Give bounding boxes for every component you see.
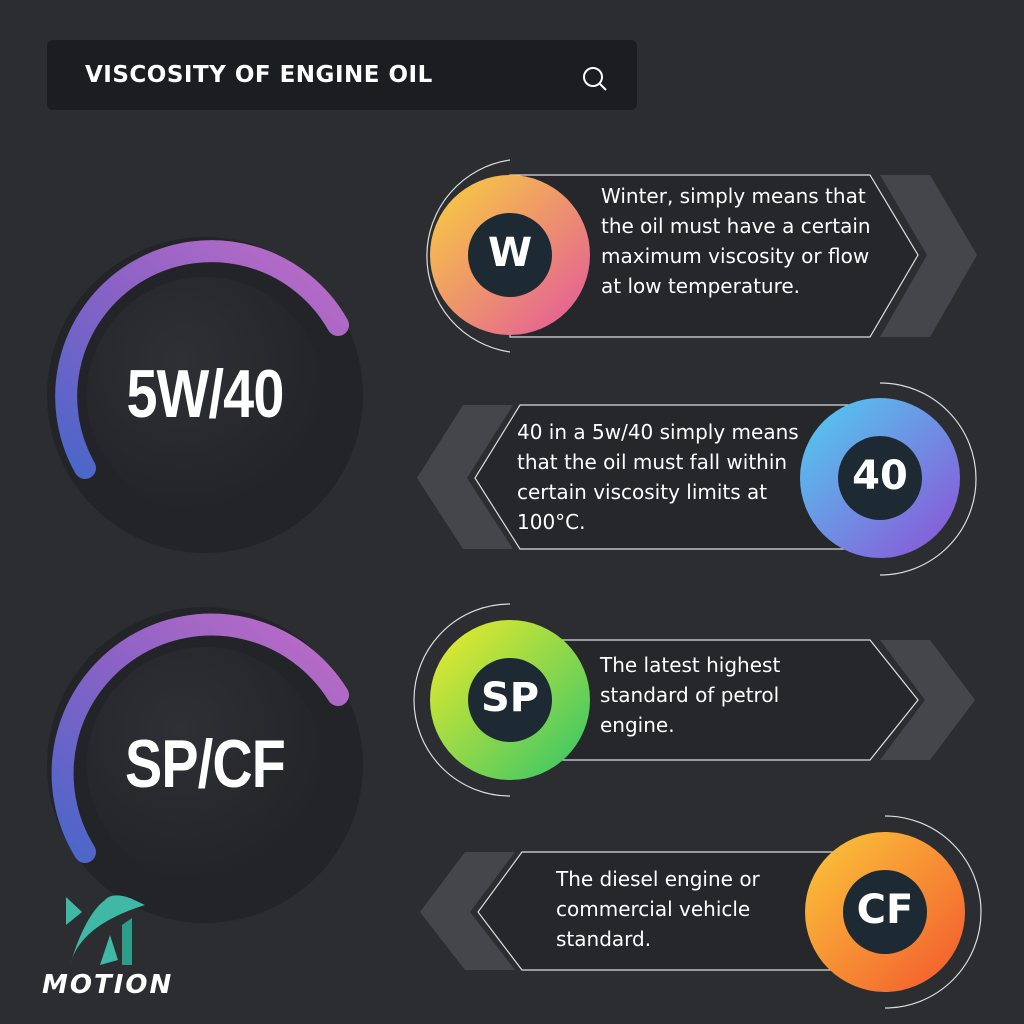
badge-40: 40 — [852, 453, 908, 499]
card-text-40: 40 in a 5w/40 simply means that the oil … — [517, 420, 799, 534]
gauge-spcf — [47, 607, 363, 923]
chevron-right-icon — [880, 175, 977, 337]
gauge-5w40 — [47, 237, 363, 553]
card-text-cf: The diesel engine or commercial vehicle … — [556, 867, 760, 951]
motion-logo — [66, 895, 145, 965]
card-cf — [420, 815, 982, 1009]
brand-name: MOTION — [42, 970, 174, 1000]
gauge-label-spcf: SP/CF — [124, 726, 286, 802]
header-bar[interactable] — [47, 40, 637, 110]
badge-w: W — [487, 230, 533, 276]
gauge-label-5w40: 5W/40 — [126, 356, 284, 432]
card-40 — [417, 382, 977, 576]
card-text-winter: Winter, simply means that the oil must h… — [601, 184, 871, 298]
badge-sp: SP — [480, 675, 540, 721]
page-title: VISCOSITY OF ENGINE OIL — [85, 62, 433, 88]
badge-cf: CF — [856, 887, 914, 933]
chevron-left-icon — [417, 405, 513, 549]
card-sp — [413, 603, 975, 797]
chevron-left-icon — [420, 852, 515, 970]
chevron-right-icon — [880, 640, 975, 760]
card-text-sp: The latest highest standard of petrol en… — [600, 653, 781, 737]
search-icon[interactable] — [583, 67, 607, 91]
card-winter — [426, 159, 977, 353]
